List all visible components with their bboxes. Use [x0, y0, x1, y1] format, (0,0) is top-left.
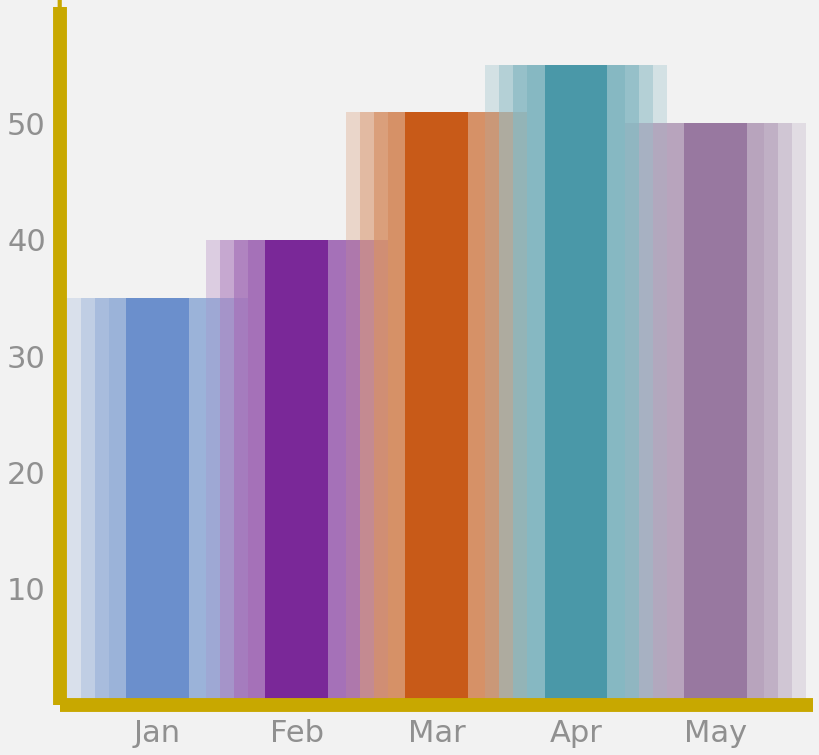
Bar [373, 112, 499, 705]
Bar [126, 298, 188, 705]
Bar [265, 239, 328, 705]
Bar [513, 65, 638, 705]
Bar [638, 123, 791, 705]
Bar [387, 112, 485, 705]
Bar [206, 239, 387, 705]
Bar [683, 123, 746, 705]
Bar [527, 65, 624, 705]
Bar [624, 123, 805, 705]
Bar [108, 298, 206, 705]
Bar [666, 123, 763, 705]
Bar [652, 123, 777, 705]
Bar [219, 239, 373, 705]
Bar [346, 112, 527, 705]
Bar [485, 65, 666, 705]
Bar [80, 298, 233, 705]
Bar [544, 65, 607, 705]
Bar [247, 239, 346, 705]
Bar [66, 298, 247, 705]
Bar [405, 112, 467, 705]
Bar [94, 298, 219, 705]
Bar [499, 65, 652, 705]
Bar [233, 239, 360, 705]
Bar [360, 112, 513, 705]
